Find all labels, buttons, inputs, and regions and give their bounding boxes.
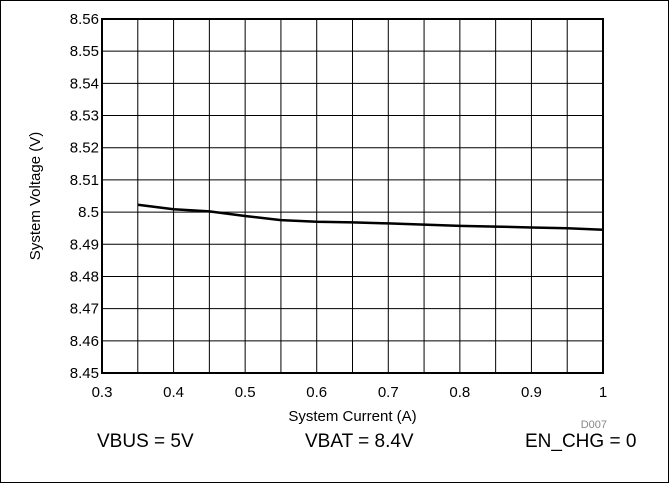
y-tick-labels: 8.45 8.46 8.47 8.48 8.49 8.5 8.51 8.52 8.53 8.54 8… xyxy=(70,11,99,382)
y-tick-label: 8.47 xyxy=(70,301,99,318)
y-tick-label: 8.48 xyxy=(70,268,99,285)
x-axis-title: System Current (A) xyxy=(288,408,416,425)
x-tick-labels: 0.3 0.4 0.5 0.6 0.7 0.8 0.9 1 xyxy=(92,384,608,401)
figure-id: D007 xyxy=(581,419,607,431)
plot-border xyxy=(101,18,604,374)
en-chg-condition: EN_CHG = 0 xyxy=(525,431,637,452)
x-tick-label: 0.8 xyxy=(449,384,470,401)
x-tick-label: 0.7 xyxy=(378,384,399,401)
x-tick-label: 0.6 xyxy=(306,384,327,401)
x-tick-label: 1 xyxy=(599,384,607,401)
y-tick-label: 8.45 xyxy=(70,365,99,382)
y-tick-label: 8.46 xyxy=(70,333,99,350)
x-tick-label: 0.9 xyxy=(521,384,542,401)
vbus-condition: VBUS = 5V xyxy=(97,431,194,452)
y-tick-label: 8.51 xyxy=(70,172,99,189)
y-tick-label: 8.49 xyxy=(70,236,99,253)
y-tick-label: 8.53 xyxy=(70,108,99,125)
y-tick-label: 8.55 xyxy=(70,43,99,60)
series-layer xyxy=(137,203,604,232)
x-tick-label: 0.5 xyxy=(235,384,256,401)
voltage-line xyxy=(137,203,604,232)
y-tick-label: 8.52 xyxy=(70,140,99,157)
x-tick-label: 0.4 xyxy=(163,384,184,401)
x-tick-label: 0.3 xyxy=(92,384,113,401)
y-tick-label: 8.5 xyxy=(78,204,99,221)
grid xyxy=(101,18,604,374)
y-tick-label: 8.56 xyxy=(70,11,99,28)
vbat-condition: VBAT = 8.4V xyxy=(305,431,414,452)
y-tick-label: 8.54 xyxy=(70,75,99,92)
y-axis-title: System Voltage (V) xyxy=(27,132,44,260)
